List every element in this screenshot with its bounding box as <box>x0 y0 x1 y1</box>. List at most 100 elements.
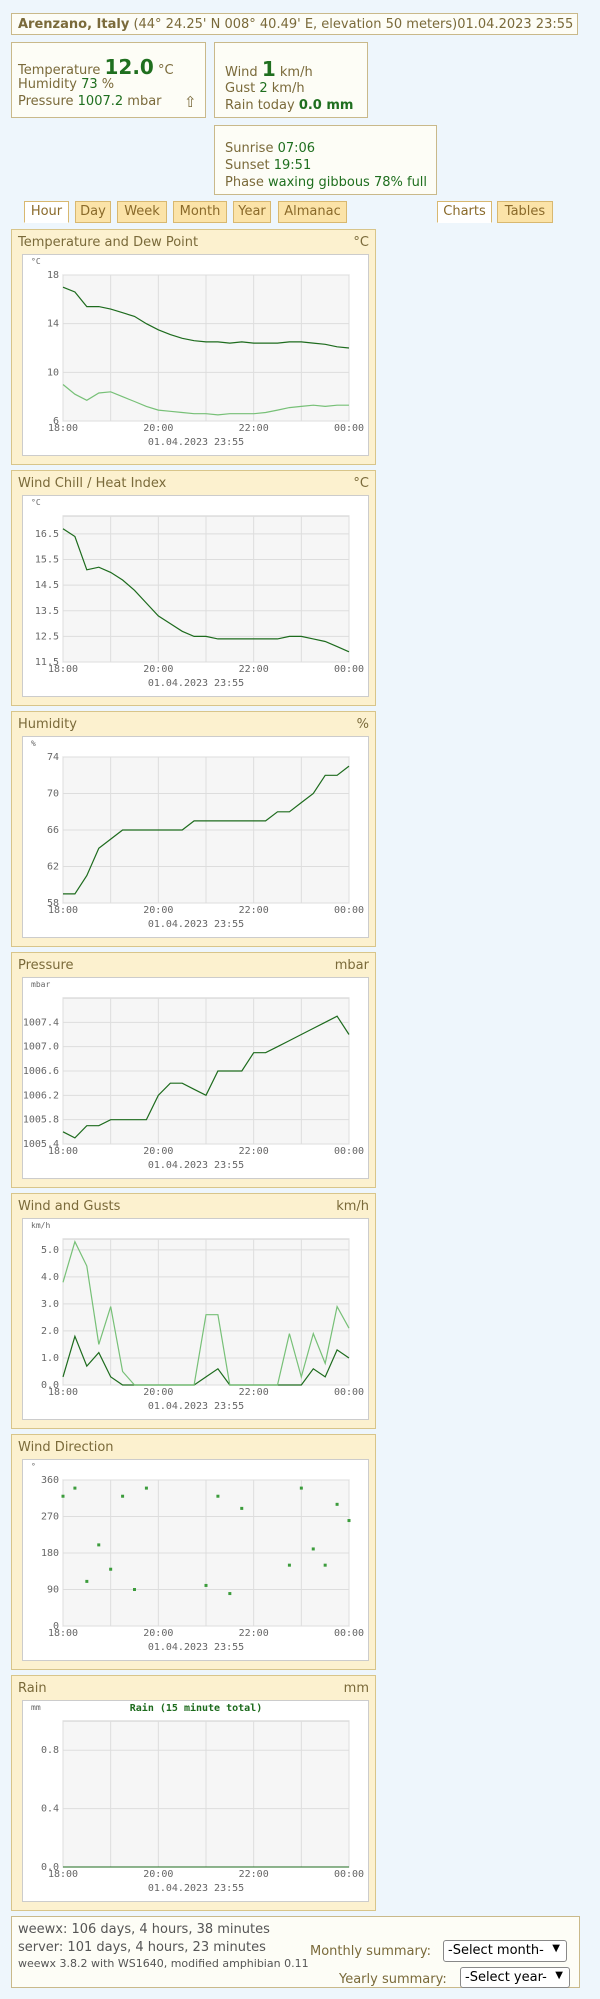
tab[interactable]: Day <box>75 201 111 223</box>
rain-row: Rain today 0.0 mm <box>225 98 353 113</box>
chart-title: Wind and Gusts <box>18 1199 121 1214</box>
point <box>335 1502 339 1506</box>
unit: km/h <box>271 81 305 96</box>
server-uptime: server: 101 days, 4 hours, 23 minutes <box>18 1940 266 1955</box>
unit: °C <box>158 63 174 78</box>
series-line <box>62 1240 350 1386</box>
chart-panel: Wind and Gusts km/h 18:00 20:00 22:00 00:00 0.… <box>11 1193 376 1429</box>
x-tick-label: 20:00 <box>143 1628 173 1639</box>
chart-unit: mbar <box>334 958 369 973</box>
time: 01.04.2023 23:55 <box>457 17 574 32</box>
wind-row: Wind 1 km/h <box>225 57 313 81</box>
series-line <box>62 384 349 416</box>
chart-panel: Humidity% 18:00 20:00 22:00 00:00 58 62 66 70 74%… <box>11 711 376 947</box>
unit: % <box>101 77 115 92</box>
y-tick-label: 70 <box>47 789 59 800</box>
tab[interactable]: Hour <box>24 201 69 223</box>
x-tick-label: 18:00 <box>48 423 78 434</box>
y-tick-label: 14.5 <box>35 580 59 591</box>
x-tick-label: 00:00 <box>334 1146 364 1157</box>
chart-date: 01.04.2023 23:55 <box>148 919 244 930</box>
point <box>287 1563 291 1567</box>
chart: 18:00 20:00 22:00 00:00 6 10 14 18 °C 01.04.2023 … <box>31 257 364 448</box>
y-tick-label: 11.5 <box>35 657 59 668</box>
label: Gust <box>225 81 256 96</box>
value: 0.0 mm <box>298 98 354 113</box>
header-line: Arenzano, Italy (44° 24.25' N 008° 40.49… <box>18 17 573 32</box>
chart-image: 18:00 20:00 22:00 00:00 0 90 180 270 360 ° 01.04.2… <box>22 1459 369 1661</box>
sunrise-row: Sunrise 07:06 <box>225 141 315 156</box>
chart-title: Rain <box>18 1681 47 1696</box>
pres-row: Pressure 1007.2 mbar <box>18 94 162 109</box>
y-unit: mm <box>31 1703 41 1712</box>
label: Humidity <box>18 77 77 92</box>
chart-unit: °C <box>353 235 369 250</box>
y-tick-label: 62 <box>47 862 59 873</box>
y-tick-label: 66 <box>47 825 59 836</box>
tab[interactable]: Week <box>117 201 167 223</box>
chart-image: 18:00 20:00 22:00 00:00 11.5 12.5 13.5 14.5 15.5… <box>22 495 369 697</box>
chart-unit: °C <box>353 476 369 491</box>
chart-image: 18:00 20:00 22:00 00:00 1005.4 1005.8 1006.2 10… <box>22 977 369 1179</box>
y-tick-label: 5.0 <box>41 1245 59 1256</box>
point <box>311 1547 315 1551</box>
value: 07:06 <box>277 141 316 156</box>
x-tick-label: 22:00 <box>239 664 269 675</box>
x-tick-label: 20:00 <box>143 1146 173 1157</box>
series-line <box>63 765 350 895</box>
chart-image: 18:00 20:00 22:00 00:00 58 62 66 70 74% 01.04.202… <box>22 736 369 938</box>
x-tick-label: 20:00 <box>143 664 173 675</box>
version: weewx 3.8.2 with WS1640, modified amphib… <box>18 1957 309 1970</box>
year-select[interactable]: -Select year- ▼ <box>460 1967 570 1988</box>
chart: 18:00 20:00 22:00 00:00 1005.4 1005.8 1006.2 10… <box>23 980 364 1171</box>
series-line <box>62 1334 350 1386</box>
point <box>323 1563 327 1567</box>
select-text: -Select year- <box>465 1970 547 1985</box>
chart-date: 01.04.2023 23:55 <box>148 1401 244 1412</box>
chart: 18:00 20:00 22:00 00:00 0.0 1.0 2.0 3.0 4.0 5.0 km… <box>31 1221 364 1412</box>
y-tick-label: 270 <box>41 1512 59 1523</box>
value: 73 <box>81 77 98 92</box>
monthly-label: Monthly summary: <box>310 1944 431 1959</box>
series-line <box>62 286 350 349</box>
chart-image: 18:00 20:00 22:00 00:00 0.0 1.0 2.0 3.0 4.0 5.0 km… <box>22 1218 369 1420</box>
x-tick-label: 18:00 <box>48 1387 78 1398</box>
point <box>61 1494 65 1498</box>
weewx-uptime: weewx: 106 days, 4 hours, 38 minutes <box>18 1922 270 1937</box>
month-select[interactable]: -Select month- ▼ <box>443 1940 567 1962</box>
caret: ▼ <box>555 1970 563 1981</box>
chart-date: 01.04.2023 23:55 <box>148 1642 244 1653</box>
y-tick-label: 58 <box>47 898 59 909</box>
y-tick-label: 10 <box>47 367 59 378</box>
x-tick-label: 00:00 <box>334 664 364 675</box>
y-unit: mbar <box>31 980 50 989</box>
x-tick-label: 20:00 <box>143 1869 173 1880</box>
tab[interactable]: Month <box>173 201 227 223</box>
x-tick-label: 00:00 <box>334 423 364 434</box>
y-tick-label: 1006.6 <box>23 1066 59 1077</box>
x-tick-label: 00:00 <box>334 1387 364 1398</box>
y-unit: km/h <box>31 1221 50 1230</box>
sunset-row: Sunset 19:51 <box>225 158 311 173</box>
y-tick-label: 90 <box>47 1585 59 1596</box>
temp-row: Temperature 12.0 °C <box>18 55 174 79</box>
tab[interactable]: Year <box>233 201 271 223</box>
x-tick-label: 22:00 <box>239 423 269 434</box>
chart-unit: % <box>356 717 369 732</box>
chart: 18:00 20:00 22:00 00:00 11.5 12.5 13.5 14.5 15.5… <box>31 498 364 689</box>
x-tick-label: 22:00 <box>239 1869 269 1880</box>
x-tick-label: 18:00 <box>48 1869 78 1880</box>
y-tick-label: 15.5 <box>35 555 59 566</box>
tab[interactable]: Charts <box>437 201 492 223</box>
phase-row: Phase waxing gibbous 78% full <box>225 175 427 190</box>
y-tick-label: 1007.4 <box>23 1017 59 1028</box>
point <box>121 1494 125 1498</box>
tab[interactable]: Tables <box>497 201 553 223</box>
y-tick-label: 3.0 <box>41 1299 59 1310</box>
y-tick-label: 0.0 <box>41 1380 59 1391</box>
point <box>228 1592 232 1596</box>
tab[interactable]: Almanac <box>278 201 347 223</box>
y-unit: % <box>31 739 36 748</box>
y-tick-label: 13.5 <box>35 606 59 617</box>
